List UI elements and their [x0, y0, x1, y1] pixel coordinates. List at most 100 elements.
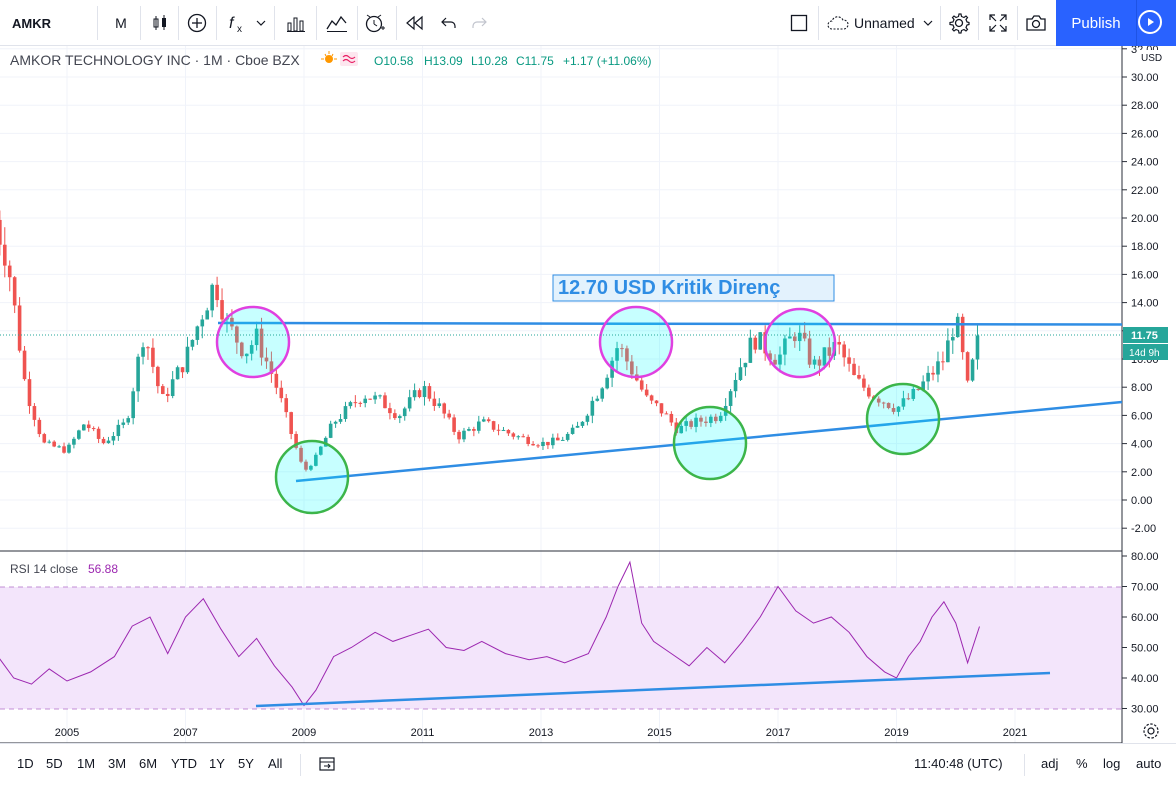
price-tick-label: 24.00: [1131, 157, 1159, 169]
price-tick-label: 30.00: [1131, 72, 1159, 84]
undo-icon[interactable]: [436, 8, 462, 38]
resistance-circle[interactable]: [215, 305, 291, 379]
candle-body: [67, 444, 71, 453]
date-range-icon[interactable]: [318, 755, 336, 776]
add-icon[interactable]: [183, 8, 211, 38]
candle-body: [57, 446, 61, 448]
range-1m[interactable]: 1M: [77, 756, 96, 771]
adj-toggle[interactable]: adj: [1041, 756, 1059, 771]
replay-icon[interactable]: [401, 8, 429, 38]
clock[interactable]: 11:40:48 (UTC): [914, 756, 1003, 771]
time-tick-label: 2009: [292, 727, 316, 739]
annotation-box[interactable]: [552, 274, 835, 302]
candle-body: [348, 402, 353, 407]
support-circle[interactable]: [672, 405, 748, 481]
rsi-line: [0, 560, 980, 707]
axis-settings-icon[interactable]: [1143, 723, 1159, 739]
candle-body: [417, 390, 422, 398]
divider: [178, 6, 179, 40]
log-toggle[interactable]: log: [1103, 756, 1121, 771]
templates-icon[interactable]: [282, 8, 310, 38]
rsi-tick-label: 60.00: [1131, 612, 1159, 624]
candle-body: [728, 391, 733, 406]
time-axis[interactable]: 2005 2007 2009 2011 2013 2015 2017 2019 2021: [55, 727, 1027, 739]
candle-body: [432, 398, 437, 407]
countdown-label: 14d 9h: [1129, 348, 1160, 359]
range-1d[interactable]: 1D: [17, 756, 34, 771]
candle-body: [249, 345, 254, 354]
price-chart[interactable]: 12.70 USD Kritik Direnç AMKOR TECHNOLOGY…: [0, 44, 1176, 744]
time-tick-label: 2011: [411, 727, 435, 739]
range-ytd[interactable]: YTD: [171, 756, 197, 771]
alert-icon[interactable]: [360, 8, 390, 38]
candle-body: [901, 398, 906, 407]
support-trendline[interactable]: [295, 400, 1123, 483]
redo-icon[interactable]: [466, 8, 492, 38]
candle-body: [792, 336, 797, 342]
percent-toggle[interactable]: %: [1076, 756, 1088, 771]
publish-button[interactable]: Publish: [1056, 0, 1176, 46]
rsi-trendline[interactable]: [255, 671, 1051, 708]
candle-body: [649, 395, 654, 401]
candle-body: [521, 436, 526, 438]
support-circle[interactable]: [274, 439, 350, 515]
candle-body: [299, 447, 303, 462]
rsi-band: [0, 587, 1122, 709]
range-5d[interactable]: 5D: [46, 756, 63, 771]
candle-body: [955, 316, 960, 338]
range-3m[interactable]: 3M: [108, 756, 127, 771]
interval-button[interactable]: M: [106, 8, 136, 38]
resistance-line[interactable]: [217, 321, 1123, 326]
candle-body: [363, 398, 368, 404]
candle-body: [654, 400, 659, 404]
candle-body: [244, 353, 249, 357]
time-tick-label: 2013: [529, 727, 553, 739]
candle-body: [37, 419, 42, 435]
auto-toggle[interactable]: auto: [1136, 756, 1162, 771]
candle-body: [467, 429, 471, 431]
chart-area[interactable]: 12.70 USD Kritik Direnç AMKOR TECHNOLOGY…: [0, 44, 1176, 744]
candle-body: [743, 362, 748, 368]
rsi-axis[interactable]: 80.00 70.00 60.00 50.00 40.00 30.00: [1122, 551, 1159, 716]
candle-body: [116, 424, 121, 437]
candle-body: [185, 346, 190, 373]
square-icon[interactable]: [786, 8, 812, 38]
resistance-circle[interactable]: [598, 305, 674, 379]
camera-icon[interactable]: [1022, 8, 1050, 38]
play-icon[interactable]: [1138, 10, 1162, 34]
candle-body: [304, 461, 308, 470]
price-tick-label: -2.00: [1131, 523, 1156, 535]
support-circle[interactable]: [865, 382, 941, 456]
range-all[interactable]: All: [268, 756, 283, 771]
candle-body: [457, 431, 461, 440]
candle-body: [585, 415, 590, 422]
grid: [0, 46, 1122, 743]
compare-icon[interactable]: [322, 8, 352, 38]
divider: [1136, 0, 1137, 46]
fullscreen-icon[interactable]: [984, 8, 1012, 38]
candle-body: [862, 378, 866, 388]
range-1y[interactable]: 1Y: [209, 756, 225, 771]
candle-body: [847, 357, 851, 364]
candle-body: [407, 397, 412, 409]
time-tick-label: 2021: [1003, 727, 1027, 739]
candle-body: [580, 421, 585, 426]
price-tick-label: 2.00: [1131, 467, 1152, 479]
gear-icon[interactable]: [945, 8, 973, 38]
candle-body: [709, 416, 713, 423]
range-6m[interactable]: 6M: [139, 756, 158, 771]
candle-body: [314, 454, 318, 466]
layout-name-button[interactable]: Unnamed: [826, 8, 936, 38]
range-5y[interactable]: 5Y: [238, 756, 254, 771]
candle-body: [27, 379, 32, 407]
symbol-search[interactable]: AMKR: [0, 8, 96, 38]
candle-body: [476, 421, 481, 431]
candles-icon[interactable]: [146, 8, 174, 38]
price-axis[interactable]: 32.0030.0028.0026.0024.0022.0020.0018.00…: [1122, 44, 1159, 535]
resistance-circle[interactable]: [763, 307, 837, 379]
chevron-down-icon: [923, 20, 933, 26]
candle-body: [383, 395, 387, 409]
candle-body: [946, 340, 950, 363]
divider: [97, 6, 98, 40]
